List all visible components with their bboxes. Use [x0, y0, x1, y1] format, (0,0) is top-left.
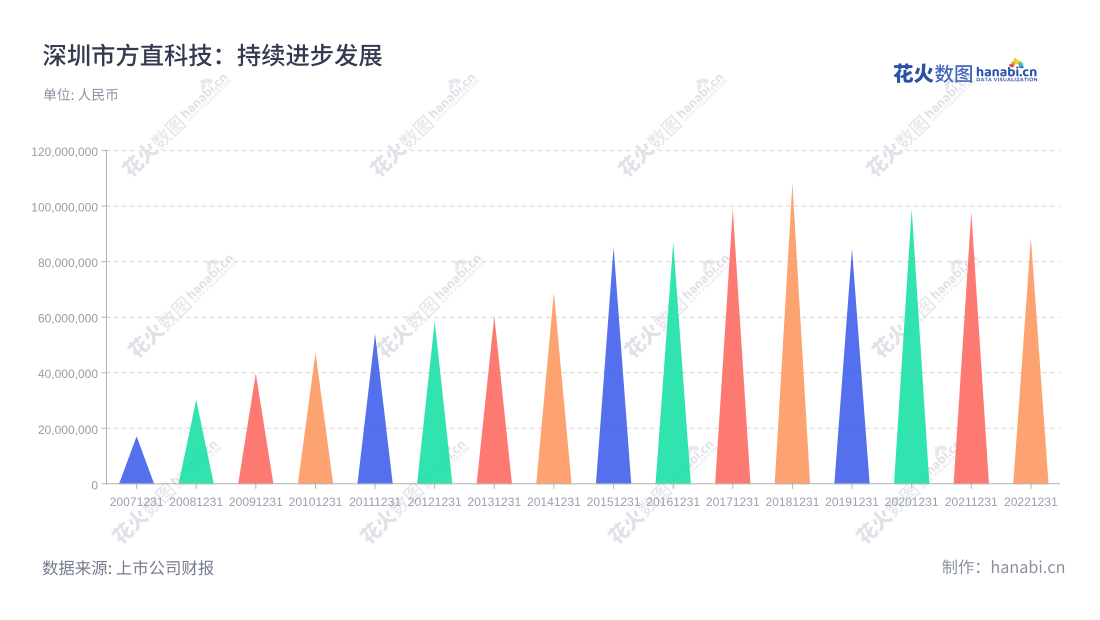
- svg-text:20091231: 20091231: [229, 495, 283, 509]
- svg-text:20151231: 20151231: [587, 495, 641, 509]
- svg-text:20201231: 20201231: [885, 495, 939, 509]
- svg-text:80,000,000: 80,000,000: [38, 256, 98, 270]
- svg-text:100,000,000: 100,000,000: [31, 201, 98, 215]
- svg-text:20191231: 20191231: [825, 495, 879, 509]
- svg-text:20171231: 20171231: [706, 495, 760, 509]
- svg-text:20,000,000: 20,000,000: [38, 423, 98, 437]
- svg-text:20101231: 20101231: [289, 495, 343, 509]
- svg-text:20181231: 20181231: [765, 495, 819, 509]
- svg-text:40,000,000: 40,000,000: [38, 367, 98, 381]
- svg-text:20111231: 20111231: [349, 495, 401, 509]
- svg-text:60,000,000: 60,000,000: [38, 312, 98, 326]
- svg-text:20131231: 20131231: [467, 495, 521, 509]
- svg-text:20071231: 20071231: [110, 495, 164, 509]
- svg-text:20211231: 20211231: [945, 495, 998, 509]
- svg-text:20221231: 20221231: [1004, 495, 1058, 509]
- svg-text:120,000,000: 120,000,000: [31, 145, 98, 159]
- svg-text:20141231: 20141231: [527, 495, 581, 509]
- svg-text:20081231: 20081231: [169, 495, 223, 509]
- svg-text:20121231: 20121231: [408, 495, 462, 509]
- svg-text:0: 0: [91, 478, 98, 492]
- svg-text:20161231: 20161231: [646, 495, 700, 509]
